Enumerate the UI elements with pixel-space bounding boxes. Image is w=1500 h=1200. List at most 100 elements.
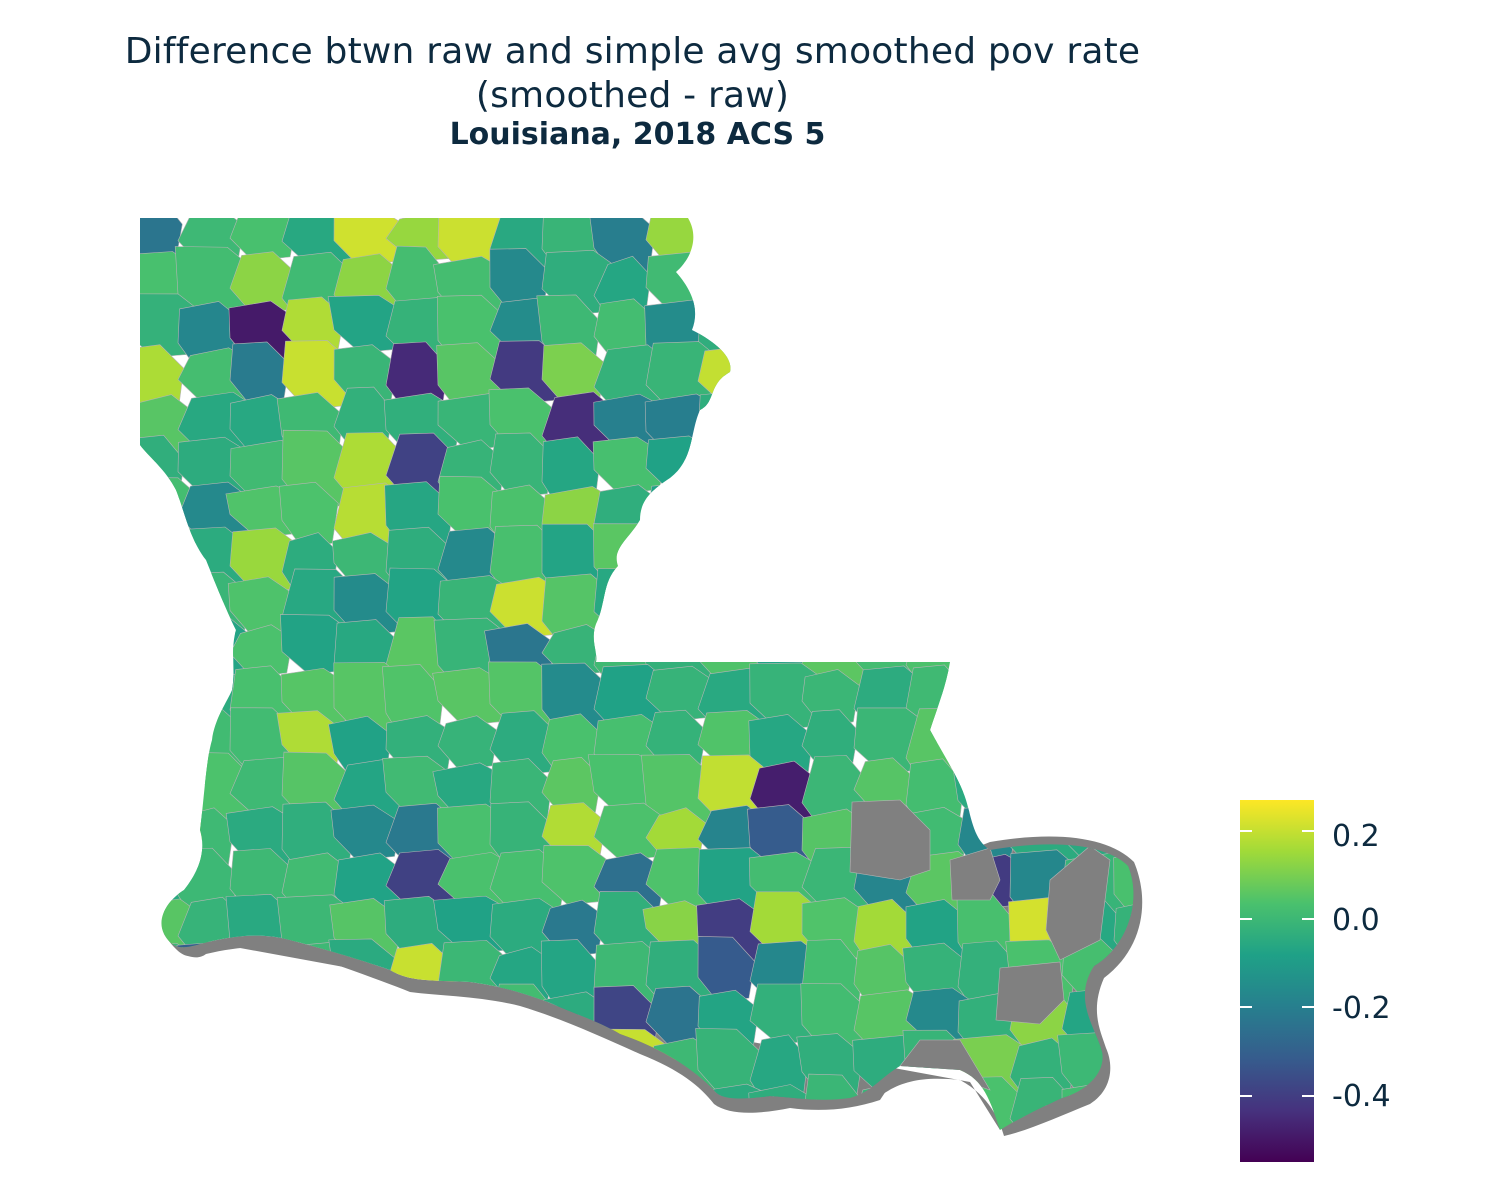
tract xyxy=(956,482,1025,563)
tract xyxy=(140,664,192,722)
tract xyxy=(957,432,1032,492)
tract xyxy=(172,1131,259,1187)
tract xyxy=(801,254,868,313)
tract xyxy=(957,218,1015,272)
tract xyxy=(1109,1124,1134,1130)
tract xyxy=(140,1128,189,1130)
legend-colorbar xyxy=(1240,800,1314,1162)
tract xyxy=(593,1080,662,1130)
tract xyxy=(903,1124,966,1130)
tract xyxy=(1113,340,1134,424)
tract xyxy=(1005,391,1092,469)
tract xyxy=(853,218,920,272)
tract xyxy=(853,387,928,462)
tract xyxy=(489,432,554,499)
legend-tick-0.2 xyxy=(1240,829,1252,832)
tract xyxy=(1113,476,1134,541)
tract xyxy=(541,1034,600,1093)
tract xyxy=(901,343,970,408)
tract xyxy=(486,1079,548,1130)
tract xyxy=(749,218,819,268)
tract xyxy=(1009,302,1076,361)
tract xyxy=(140,568,212,638)
tract xyxy=(1005,709,1080,785)
legend-tick-0.0 xyxy=(1240,918,1252,921)
tract xyxy=(1061,757,1125,816)
tract xyxy=(801,484,880,537)
tract xyxy=(333,989,406,1065)
tract xyxy=(1061,577,1134,652)
tract xyxy=(177,992,237,1069)
tract xyxy=(905,254,965,323)
tract xyxy=(281,1124,342,1130)
tract xyxy=(541,1075,617,1130)
tract xyxy=(1009,616,1093,682)
title-line-1: Difference btwn raw and simple avg smoot… xyxy=(124,31,1141,72)
tract xyxy=(801,343,870,404)
tract xyxy=(541,1121,614,1130)
tract xyxy=(853,253,938,312)
tract xyxy=(799,434,862,513)
tract xyxy=(437,1082,498,1130)
tract xyxy=(229,1121,303,1130)
tract xyxy=(278,992,339,1067)
tract xyxy=(1061,342,1120,409)
tract xyxy=(541,757,602,817)
tract xyxy=(385,986,456,1053)
tract xyxy=(954,665,1017,737)
tract xyxy=(697,1122,763,1130)
tract xyxy=(746,393,812,467)
tract xyxy=(1113,1037,1134,1099)
tract xyxy=(1113,248,1134,319)
legend-tick--0.2 xyxy=(1240,1006,1252,1009)
tract xyxy=(1009,757,1070,836)
tract xyxy=(645,578,732,637)
tract-na xyxy=(949,847,1001,901)
tract xyxy=(229,982,290,1054)
legend-tick-0.0 xyxy=(1302,918,1314,921)
tract xyxy=(1113,529,1134,588)
tract xyxy=(278,481,339,548)
tract xyxy=(380,1032,456,1114)
tract xyxy=(333,1031,399,1091)
tract xyxy=(645,1125,730,1130)
tract-polygons xyxy=(140,218,1134,1187)
tract xyxy=(1113,218,1134,264)
tract xyxy=(801,1122,871,1130)
tract xyxy=(1113,992,1134,1058)
tract xyxy=(749,432,836,494)
tract xyxy=(281,1033,356,1111)
tract xyxy=(140,1035,187,1111)
tract xyxy=(177,1080,263,1130)
tract xyxy=(385,1078,465,1130)
tract xyxy=(905,577,978,646)
tract xyxy=(645,481,724,553)
tract xyxy=(746,482,814,549)
tract xyxy=(1057,1122,1130,1130)
tract xyxy=(1061,249,1120,316)
tract xyxy=(1109,1077,1134,1130)
tract xyxy=(1058,297,1134,369)
tract xyxy=(749,577,820,643)
tract xyxy=(593,568,680,639)
tract xyxy=(801,294,886,356)
tract xyxy=(593,1124,667,1130)
tract xyxy=(140,984,209,1065)
tract xyxy=(957,574,1027,630)
tract xyxy=(1008,528,1093,600)
tract xyxy=(749,343,828,409)
tract xyxy=(849,341,912,409)
tract xyxy=(697,936,756,1003)
tract xyxy=(801,218,885,286)
tract xyxy=(957,393,1022,460)
tract xyxy=(437,1034,515,1111)
legend-tick--0.4 xyxy=(1302,1094,1314,1097)
legend-label--0.4: -0.4 xyxy=(1332,1079,1391,1114)
tract xyxy=(905,393,963,465)
tract xyxy=(697,431,761,500)
tract xyxy=(1061,218,1129,265)
legend-label-0.2: 0.2 xyxy=(1332,819,1380,854)
tract xyxy=(1007,245,1082,330)
tract xyxy=(1113,762,1134,818)
